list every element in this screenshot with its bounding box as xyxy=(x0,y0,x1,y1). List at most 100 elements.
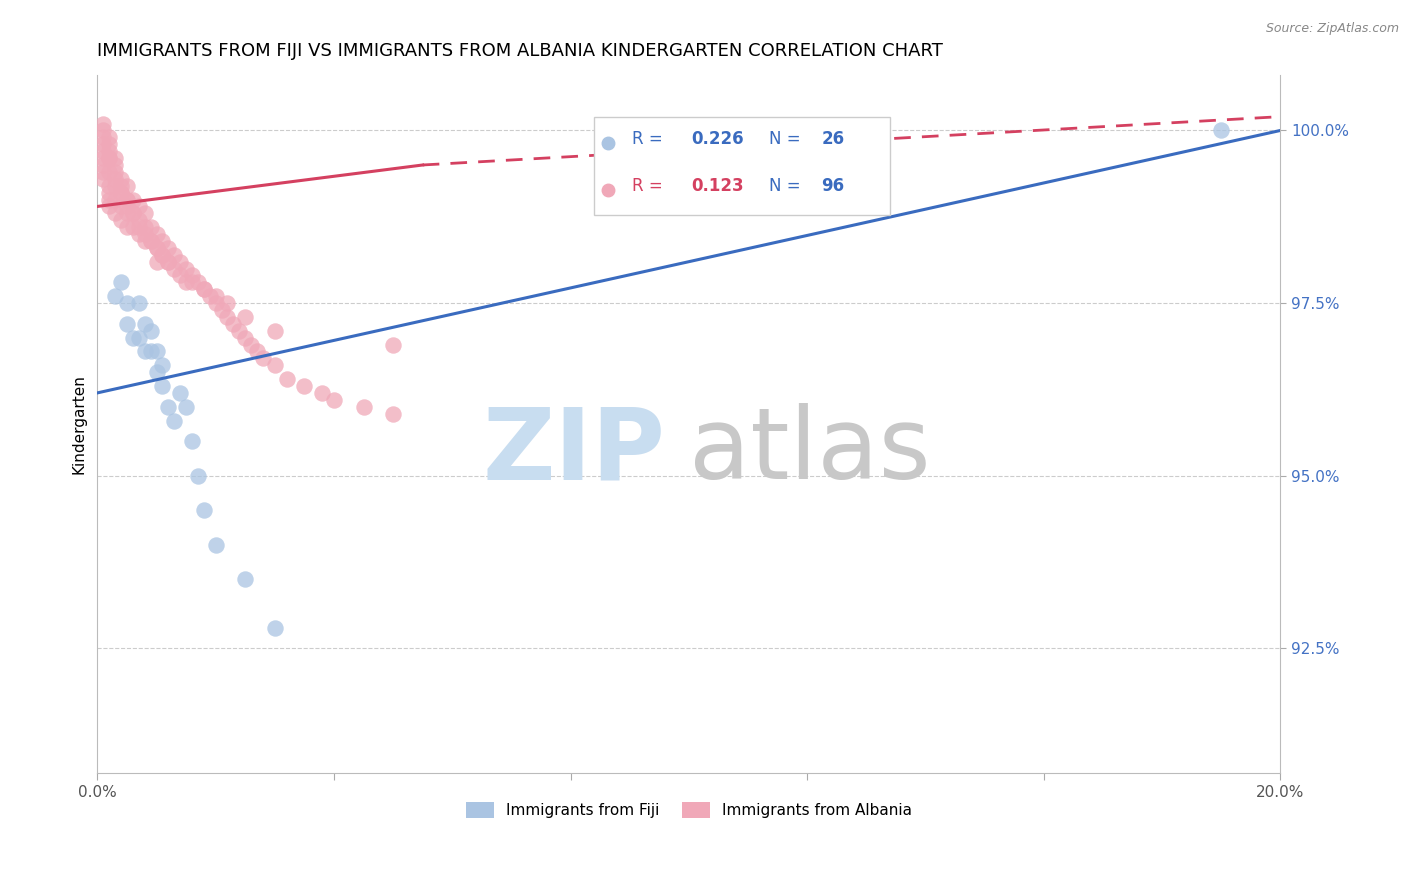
Point xyxy=(382,337,405,351)
Point xyxy=(139,234,162,248)
Text: N =: N = xyxy=(769,178,806,195)
Text: 0.226: 0.226 xyxy=(692,130,744,148)
Point xyxy=(233,331,256,345)
Point xyxy=(193,282,215,296)
Point xyxy=(187,276,209,290)
Point xyxy=(217,296,239,310)
Point xyxy=(115,193,138,207)
Point xyxy=(145,365,167,379)
Point xyxy=(98,165,121,179)
Point xyxy=(104,165,127,179)
Point xyxy=(204,289,226,303)
Point xyxy=(163,248,186,262)
Point xyxy=(110,186,132,200)
Point xyxy=(204,296,226,310)
Point xyxy=(91,144,114,158)
Y-axis label: Kindergarten: Kindergarten xyxy=(72,374,86,474)
Point xyxy=(110,186,132,200)
Point xyxy=(174,276,197,290)
Text: Source: ZipAtlas.com: Source: ZipAtlas.com xyxy=(1265,22,1399,36)
Point xyxy=(91,130,114,145)
Point xyxy=(145,254,167,268)
Point xyxy=(157,254,180,268)
Point xyxy=(104,193,127,207)
Point xyxy=(240,337,263,351)
Point xyxy=(157,241,180,255)
Point xyxy=(1211,123,1233,137)
Point xyxy=(169,268,191,283)
Point xyxy=(311,385,333,400)
Point xyxy=(222,317,245,331)
Point xyxy=(174,261,197,276)
Point xyxy=(152,358,174,372)
Point xyxy=(152,234,174,248)
Text: R =: R = xyxy=(633,178,668,195)
Point xyxy=(187,468,209,483)
Point xyxy=(91,171,114,186)
Text: 26: 26 xyxy=(821,130,845,148)
Point xyxy=(128,213,150,227)
Point xyxy=(353,400,375,414)
Point xyxy=(145,227,167,241)
Text: IMMIGRANTS FROM FIJI VS IMMIGRANTS FROM ALBANIA KINDERGARTEN CORRELATION CHART: IMMIGRANTS FROM FIJI VS IMMIGRANTS FROM … xyxy=(97,42,943,60)
Point xyxy=(115,199,138,213)
Point xyxy=(128,331,150,345)
Point xyxy=(134,317,156,331)
Point xyxy=(115,317,138,331)
Point xyxy=(121,193,143,207)
Point xyxy=(217,310,239,324)
Point xyxy=(91,158,114,172)
Point xyxy=(104,206,127,220)
Text: N =: N = xyxy=(769,130,806,148)
Point xyxy=(91,151,114,165)
Point xyxy=(169,385,191,400)
Point xyxy=(323,392,346,407)
Point xyxy=(157,400,180,414)
Point xyxy=(121,220,143,235)
Point xyxy=(98,137,121,152)
Point xyxy=(246,344,269,359)
Point xyxy=(98,151,121,165)
Point xyxy=(128,296,150,310)
Point xyxy=(233,573,256,587)
Point xyxy=(145,241,167,255)
Point xyxy=(193,503,215,517)
Point xyxy=(169,254,191,268)
Text: 0.123: 0.123 xyxy=(692,178,744,195)
Point xyxy=(110,178,132,193)
Point xyxy=(181,434,204,449)
Point xyxy=(145,344,167,359)
Point xyxy=(163,261,186,276)
Point xyxy=(181,268,204,283)
Point xyxy=(98,151,121,165)
Point xyxy=(263,621,285,635)
Point xyxy=(110,276,132,290)
Point xyxy=(91,165,114,179)
Point xyxy=(98,199,121,213)
Point xyxy=(134,344,156,359)
Point xyxy=(145,241,167,255)
Point xyxy=(228,324,250,338)
Point xyxy=(98,186,121,200)
Point xyxy=(98,178,121,193)
Point xyxy=(152,248,174,262)
Point xyxy=(139,220,162,235)
Point xyxy=(104,158,127,172)
Point xyxy=(121,206,143,220)
Point xyxy=(115,296,138,310)
Point xyxy=(128,220,150,235)
Point xyxy=(204,538,226,552)
Point xyxy=(115,178,138,193)
Text: R =: R = xyxy=(633,130,668,148)
Point xyxy=(163,413,186,427)
Point xyxy=(115,206,138,220)
Point xyxy=(139,324,162,338)
Point xyxy=(91,123,114,137)
Point xyxy=(134,220,156,235)
Point xyxy=(134,206,156,220)
Point xyxy=(382,407,405,421)
FancyBboxPatch shape xyxy=(595,117,890,215)
Point xyxy=(139,344,162,359)
Point xyxy=(276,372,298,386)
Point xyxy=(115,220,138,235)
